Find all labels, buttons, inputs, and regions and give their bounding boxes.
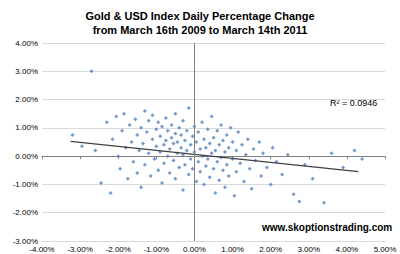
svg-text:www.skoptionstrading.com: www.skoptionstrading.com [261,222,392,233]
svg-text:-2.00%: -2.00% [13,208,38,217]
svg-text:3.00%: 3.00% [15,67,38,76]
svg-text:Gold & USD Index Daily Percent: Gold & USD Index Daily Percentage Change [85,10,314,22]
svg-text:-1.00%: -1.00% [144,245,169,254]
svg-text:1.00%: 1.00% [15,123,38,132]
svg-text:-1.00%: -1.00% [13,180,38,189]
svg-text:5.00%: 5.00% [374,245,397,254]
svg-text:R² = 0.0946: R² = 0.0946 [330,97,378,108]
svg-text:1.00%: 1.00% [221,245,244,254]
svg-text:0.00%: 0.00% [183,245,206,254]
svg-text:4.00%: 4.00% [15,39,38,48]
svg-text:-4.00%: -4.00% [29,245,54,254]
svg-text:from March 16th 2009 to March: from March 16th 2009 to March 14th 2011 [93,24,308,36]
svg-text:2.00%: 2.00% [15,95,38,104]
svg-text:2.00%: 2.00% [259,245,282,254]
svg-text:-3.00%: -3.00% [67,245,92,254]
svg-text:3.00%: 3.00% [297,245,320,254]
svg-text:-2.00%: -2.00% [106,245,131,254]
svg-text:-3.00%: -3.00% [12,236,38,246]
svg-text:0.00%: 0.00% [15,152,38,161]
svg-text:4.00%: 4.00% [336,245,359,254]
